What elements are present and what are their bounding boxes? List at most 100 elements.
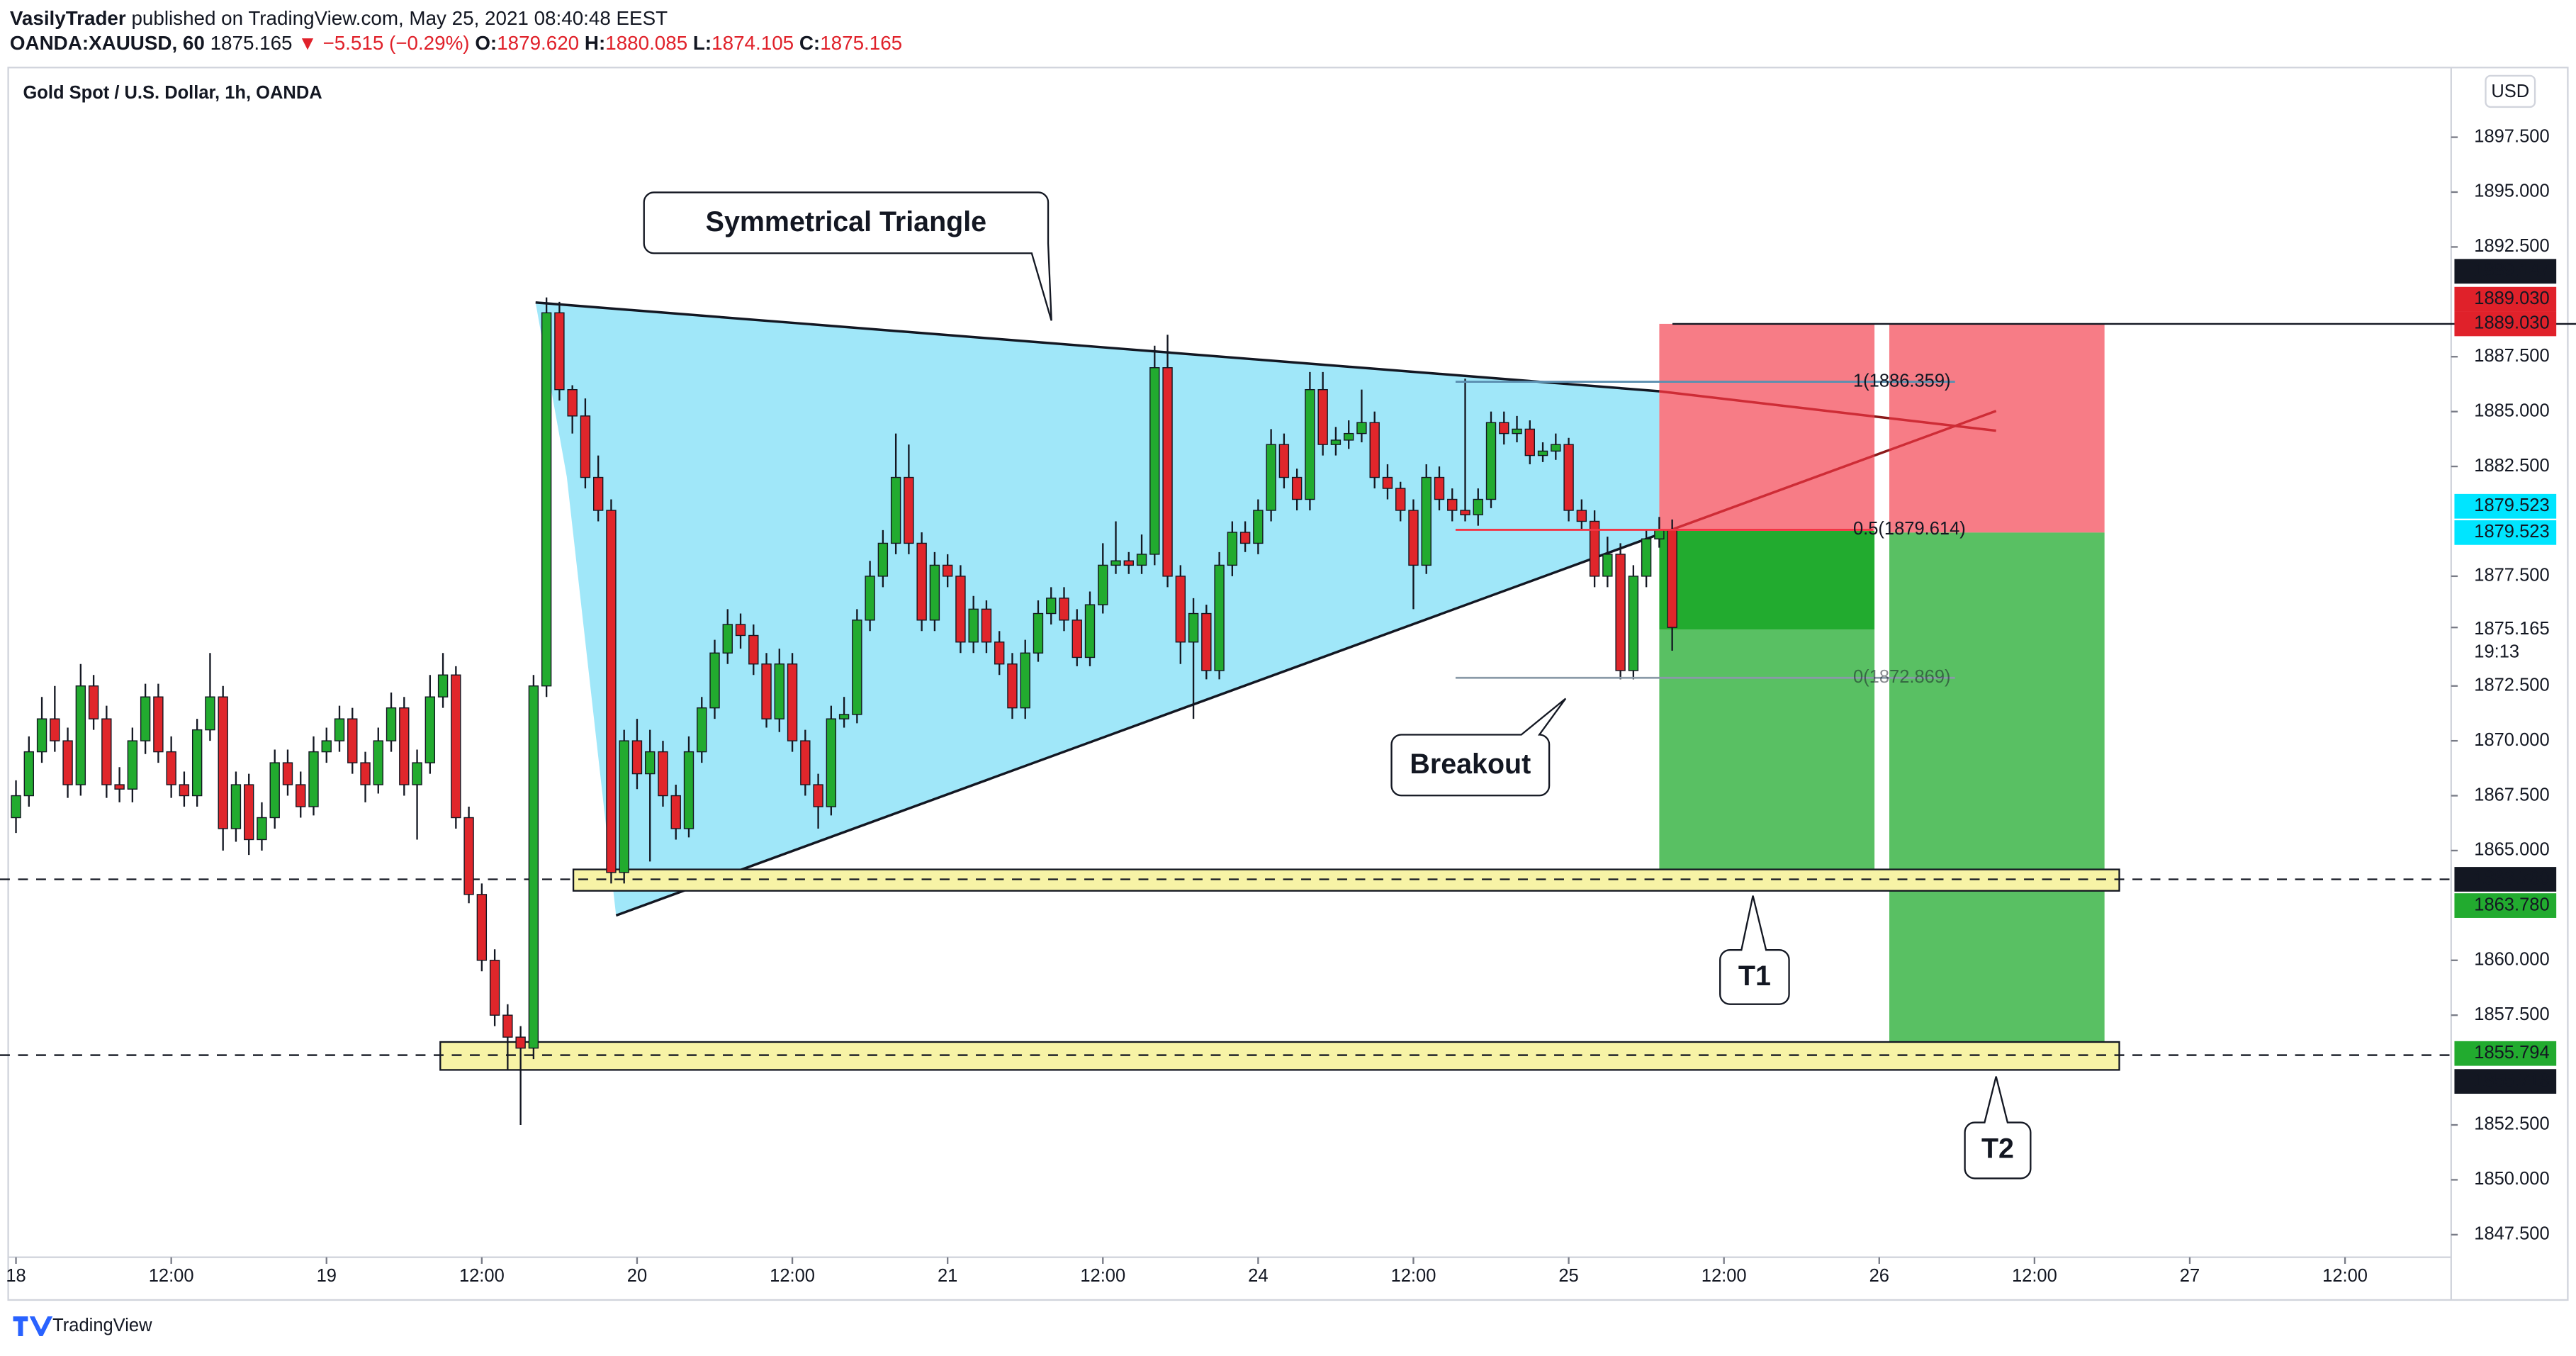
candle-body <box>929 564 940 621</box>
fib-levels: 1(1886.359) 0.5(1879.614) 0(1872.869) <box>1455 371 1966 687</box>
candle-body <box>800 740 811 785</box>
candle-body <box>1059 598 1069 621</box>
candle-body <box>1098 564 1108 605</box>
candle-body <box>424 696 436 763</box>
candle-body <box>296 784 306 807</box>
candle-body <box>748 634 759 665</box>
candle-body <box>722 624 733 654</box>
y-tick-label: 1887.500 <box>2474 346 2549 366</box>
price-badge <box>2454 520 2557 545</box>
price-badge-label: 1889.030 <box>2474 288 2549 308</box>
x-tick-label: 19 <box>317 1266 337 1286</box>
candle-body <box>709 652 720 709</box>
open-label: O: <box>475 32 497 54</box>
triangle-upper <box>535 301 1660 393</box>
candle-body <box>153 696 164 753</box>
candles <box>11 297 1677 1126</box>
y-tick-label: 1847.500 <box>2474 1224 2549 1244</box>
price-badge <box>2454 311 2557 337</box>
candle-body <box>1188 612 1199 643</box>
publish-line: VasilyTrader published on TradingView.co… <box>10 7 668 29</box>
candle-body <box>1084 604 1096 659</box>
candle-body <box>502 1014 513 1038</box>
candle-body <box>489 960 500 1016</box>
price-badge-label: 1889.147 <box>2474 260 2549 280</box>
x-tick-label: 25 <box>1558 1266 1578 1286</box>
brand-logo <box>13 1316 53 1336</box>
last-price: 1875.165 <box>210 32 293 54</box>
price-badge <box>2454 893 2557 918</box>
candle-body <box>101 718 112 785</box>
drawings <box>0 301 2576 1071</box>
candle-body <box>1408 510 1419 566</box>
close-label: C: <box>799 32 820 54</box>
candle-body <box>282 762 293 785</box>
candle-body <box>386 707 397 741</box>
candle-body <box>114 784 125 790</box>
candle-body <box>865 576 875 621</box>
y-tick-label: 1852.500 <box>2474 1114 2549 1134</box>
candle-body <box>1485 422 1497 500</box>
y-tick-label: 1872.500 <box>2474 675 2549 695</box>
x-tick-label: 12:00 <box>1391 1266 1436 1286</box>
candle-body <box>1317 388 1328 445</box>
annotation: T1 <box>1738 960 1771 992</box>
candle-body <box>191 729 203 797</box>
x-tick-label: 27 <box>2180 1266 2200 1286</box>
x-tick-label: 12:00 <box>2322 1266 2368 1286</box>
candle-body <box>1473 498 1483 515</box>
price-label: 1875.165 <box>2474 619 2549 639</box>
candle-body <box>515 1036 526 1049</box>
candle-body <box>1382 476 1393 489</box>
candle-body <box>1369 422 1380 478</box>
candle-body <box>813 784 823 807</box>
published: published on TradingView.com, May 25, 20… <box>131 7 668 29</box>
annotation: Symmetrical Triangle <box>706 206 986 237</box>
candle-body <box>75 685 86 785</box>
y-tick-label: 1877.500 <box>2474 566 2549 585</box>
annotation: T2 <box>1981 1133 2014 1164</box>
candle-body <box>437 674 449 697</box>
fib-label: 0.5(1879.614) <box>1853 519 1966 539</box>
low-label: L: <box>693 32 712 54</box>
candle-body <box>1356 422 1367 435</box>
y-tick-label: 1897.500 <box>2474 126 2549 146</box>
candle-body <box>1499 422 1509 435</box>
price-badge-label: 1879.523 <box>2474 495 2549 515</box>
price-badge <box>2454 259 2557 284</box>
candle-body <box>373 740 383 785</box>
candle-body <box>1524 428 1535 456</box>
x-tick-label: 12:00 <box>459 1266 505 1286</box>
candle-body <box>1253 510 1264 544</box>
fib-label: 0(1872.869) <box>1853 667 1951 687</box>
y-tick-label: 1895.000 <box>2474 181 2549 201</box>
y-tick-label: 1882.500 <box>2474 456 2549 476</box>
candle-body <box>1512 428 1522 435</box>
candle-body <box>179 784 190 797</box>
high-label: H: <box>585 32 605 54</box>
candle-body <box>1667 529 1677 628</box>
candle-body <box>451 674 461 819</box>
candle-body <box>877 542 889 577</box>
price-badge-label: 1863.780 <box>2474 895 2549 914</box>
price-badge <box>2454 1069 2557 1094</box>
candle-body <box>334 718 345 741</box>
callout <box>1719 895 1790 1005</box>
candle-body <box>321 740 332 753</box>
candle-body <box>1395 488 1406 511</box>
candle-body <box>1214 564 1225 671</box>
axes: 1897.500 1895.000 1892.500 1887.500 1885.000… <box>6 126 2557 1286</box>
candle-body <box>1602 554 1613 577</box>
candle-body <box>916 542 927 621</box>
price-badge <box>2454 1041 2557 1066</box>
candle-body <box>1421 476 1432 566</box>
y-tick-label: 1867.500 <box>2474 785 2549 805</box>
candle-body <box>1046 598 1057 615</box>
candle-body <box>1007 663 1018 709</box>
currency-box <box>2485 74 2536 108</box>
candle-body <box>1149 367 1160 555</box>
candle-body <box>1460 510 1470 515</box>
low: 1874.105 <box>712 32 794 54</box>
x-tick-label: 21 <box>938 1266 957 1286</box>
candle-body <box>787 663 798 741</box>
